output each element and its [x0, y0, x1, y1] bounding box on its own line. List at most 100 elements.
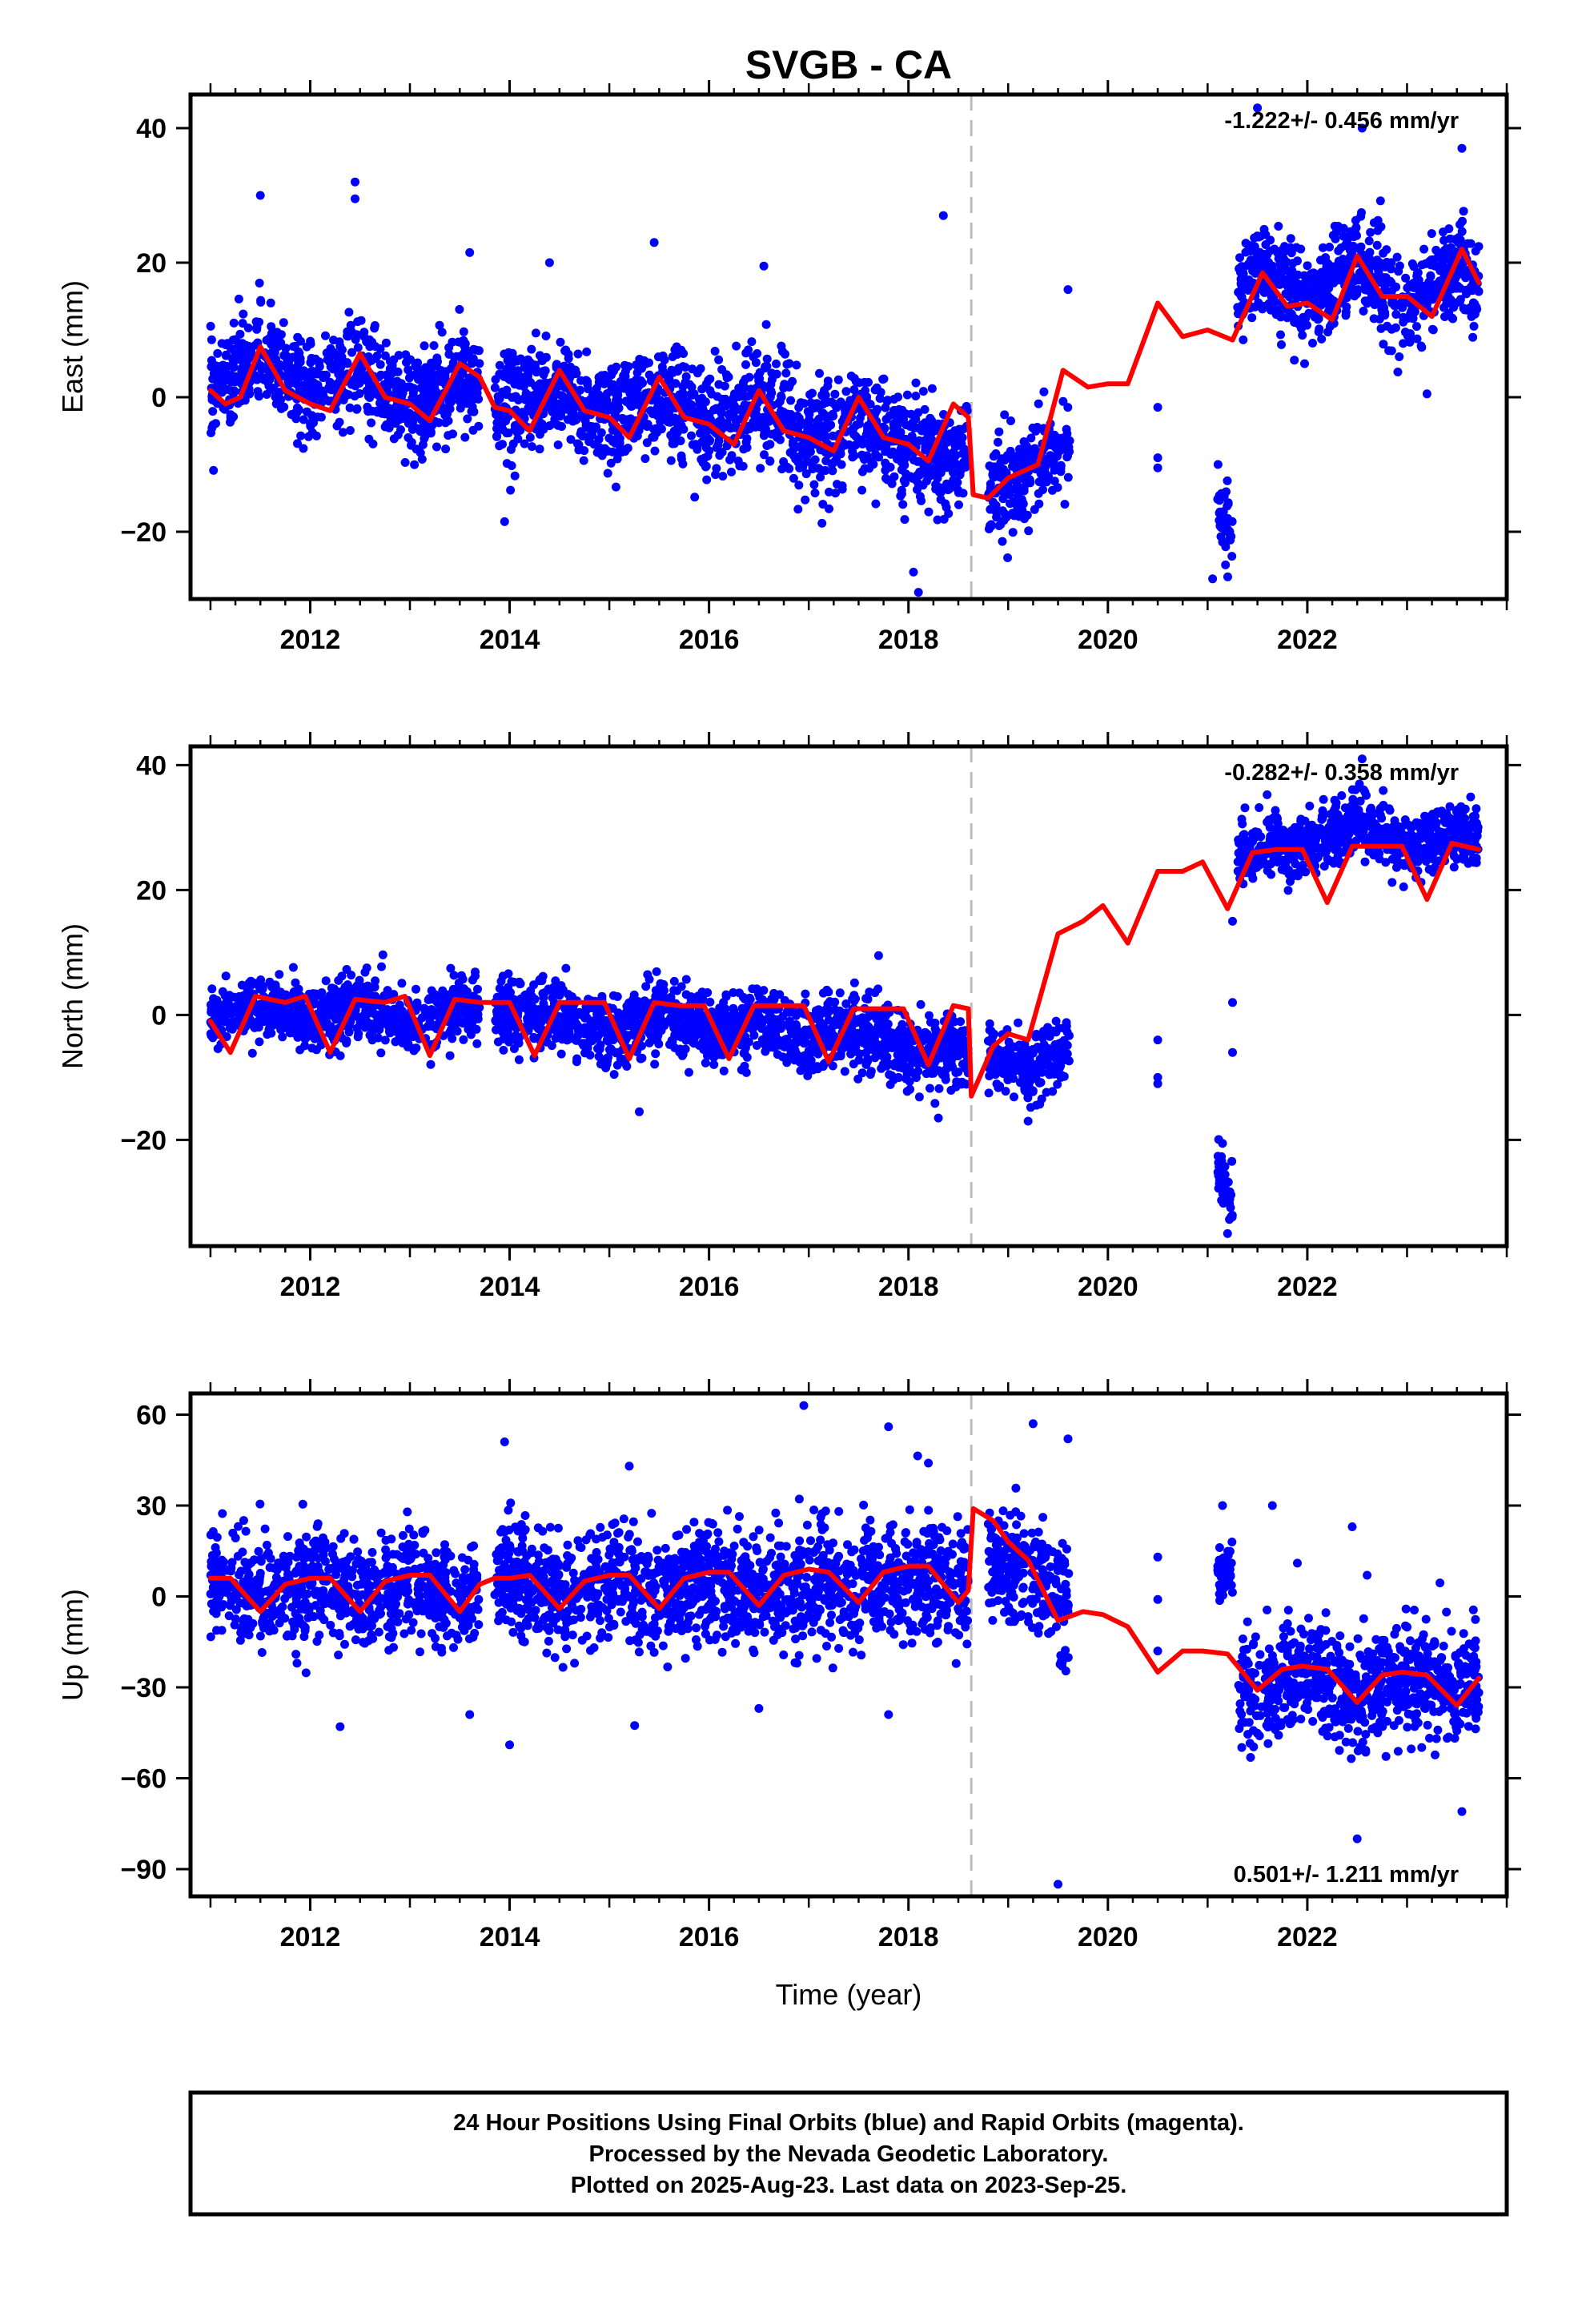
- data-point: [550, 415, 560, 424]
- data-point: [956, 465, 966, 475]
- data-point: [945, 484, 954, 493]
- data-point: [1308, 339, 1317, 348]
- data-point: [531, 382, 540, 391]
- data-point: [951, 1068, 961, 1077]
- data-point: [930, 420, 940, 430]
- data-point: [584, 384, 592, 394]
- data-point: [1337, 258, 1347, 267]
- data-point: [238, 995, 247, 1005]
- data-point: [278, 1032, 287, 1042]
- data-point: [793, 505, 803, 514]
- data-point: [539, 367, 548, 376]
- data-point: [1419, 244, 1429, 254]
- data-point: [239, 309, 248, 319]
- data-point: [1438, 251, 1447, 261]
- data-point: [830, 389, 840, 399]
- data-point: [729, 423, 739, 432]
- data-point: [946, 1086, 956, 1095]
- data-point: [221, 971, 231, 981]
- data-point: [492, 432, 502, 440]
- data-point: [611, 482, 620, 492]
- data-point: [227, 344, 235, 353]
- data-point: [376, 1048, 386, 1058]
- x-tick-label: 2022: [1277, 625, 1338, 655]
- data-point: [311, 431, 321, 440]
- data-point: [827, 412, 837, 421]
- data-point: [240, 396, 250, 405]
- data-point: [1241, 247, 1251, 257]
- data-point: [295, 1045, 305, 1055]
- data-point: [380, 1035, 390, 1045]
- data-point: [660, 356, 669, 364]
- data-point: [897, 465, 906, 475]
- data-point: [229, 412, 239, 421]
- data-point: [473, 984, 482, 994]
- data-point: [823, 381, 833, 391]
- data-point: [302, 383, 311, 392]
- data-point: [323, 355, 332, 364]
- data-point: [1302, 278, 1311, 287]
- data-point: [696, 364, 705, 373]
- data-point: [900, 455, 909, 464]
- data-point: [1430, 261, 1439, 271]
- data-point: [329, 336, 338, 345]
- data-point: [710, 347, 720, 356]
- data-point: [265, 375, 275, 384]
- data-point: [428, 386, 438, 396]
- data-point: [668, 352, 677, 361]
- outlier-point: [1422, 389, 1431, 399]
- outlier-point: [1153, 403, 1162, 412]
- data-point: [448, 337, 457, 347]
- data-point: [513, 434, 523, 444]
- data-point: [921, 442, 930, 452]
- data-point: [609, 1070, 619, 1080]
- data-point: [889, 472, 899, 481]
- data-point: [300, 1028, 310, 1038]
- data-point: [288, 963, 298, 972]
- data-point: [471, 967, 480, 977]
- data-point: [339, 392, 349, 402]
- y-tick-label: −20: [120, 517, 167, 548]
- data-point: [1223, 476, 1232, 485]
- data-point: [658, 366, 668, 376]
- outlier-point: [909, 567, 918, 577]
- data-point: [1395, 352, 1404, 361]
- data-point: [1474, 287, 1484, 296]
- data-point: [611, 389, 620, 399]
- data-point: [742, 425, 752, 435]
- outlier-point: [255, 191, 265, 200]
- data-point: [548, 396, 558, 405]
- data-point: [355, 975, 364, 985]
- data-point: [1300, 359, 1309, 368]
- data-point: [732, 341, 741, 351]
- data-point: [626, 401, 636, 411]
- data-point: [772, 359, 781, 368]
- data-point: [608, 425, 617, 435]
- data-point: [713, 392, 722, 401]
- data-point: [271, 337, 281, 347]
- data-point: [893, 430, 902, 440]
- data-point: [1227, 552, 1237, 561]
- data-point: [234, 294, 243, 304]
- data-point: [469, 344, 479, 354]
- data-point: [206, 321, 215, 331]
- data-point: [367, 356, 376, 365]
- data-point: [307, 387, 317, 396]
- data-point: [898, 500, 908, 509]
- data-point: [1468, 332, 1478, 342]
- data-point: [367, 418, 376, 428]
- data-point: [1014, 508, 1024, 517]
- data-point: [343, 332, 353, 341]
- data-point: [927, 435, 936, 444]
- data-point: [881, 447, 890, 456]
- data-point: [1372, 240, 1382, 250]
- data-point: [781, 349, 789, 359]
- data-point: [1356, 211, 1366, 221]
- data-point: [311, 1045, 321, 1055]
- data-point: [294, 1000, 303, 1010]
- data-point: [294, 347, 303, 356]
- data-point: [777, 406, 785, 416]
- data-point: [897, 408, 906, 417]
- data-point: [913, 408, 923, 417]
